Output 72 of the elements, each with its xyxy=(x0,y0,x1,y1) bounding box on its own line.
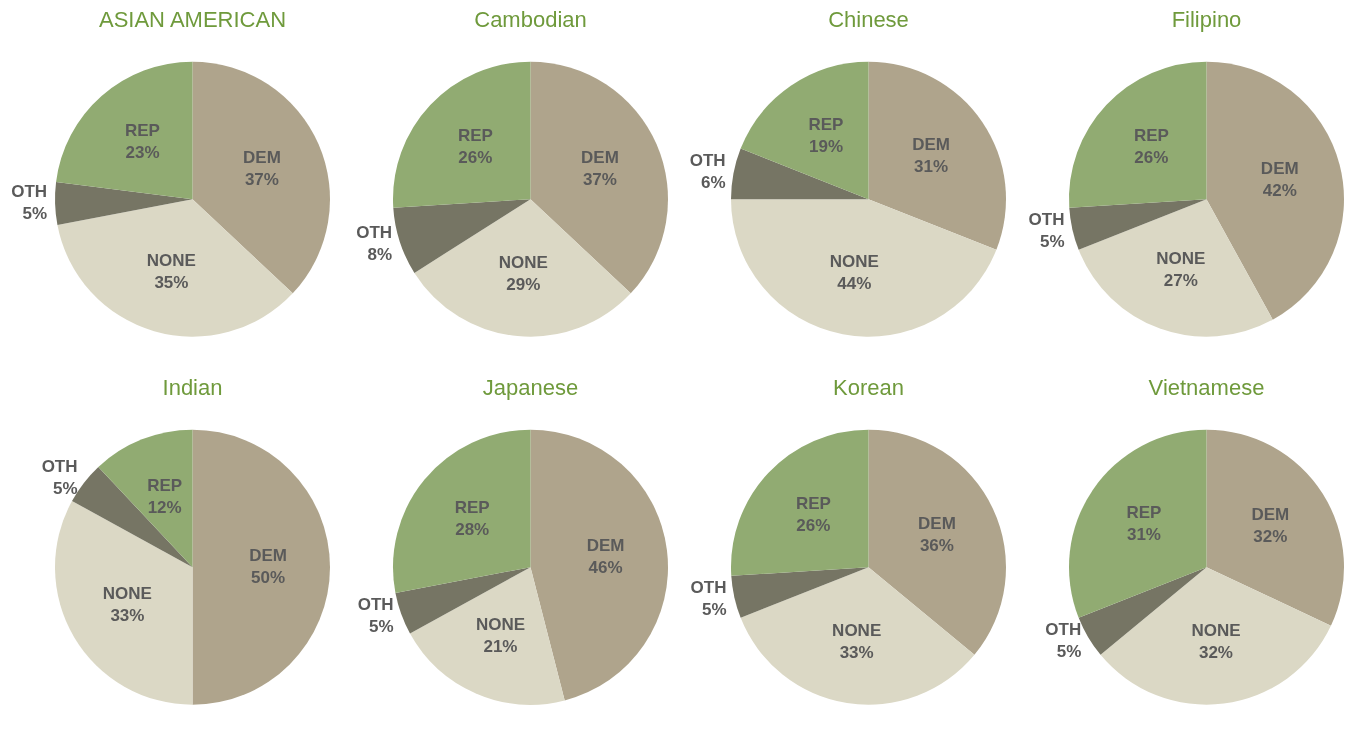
slice-label: OTH xyxy=(357,595,394,615)
data-label: 33% xyxy=(110,606,145,626)
data-label: 5% xyxy=(52,478,78,498)
slice-label: DEM xyxy=(912,135,950,155)
chart-title: ASIAN AMERICAN xyxy=(98,7,287,33)
data-label: 44% xyxy=(837,274,872,294)
data-label: 5% xyxy=(369,617,394,637)
data-label: 5% xyxy=(1039,231,1065,251)
data-label: 37% xyxy=(244,169,279,189)
slice-label: REP xyxy=(795,494,831,514)
slice-label: NONE xyxy=(832,620,882,640)
data-label: 50% xyxy=(251,567,286,587)
slice-label: DEM xyxy=(249,545,288,565)
data-label: 32% xyxy=(1253,527,1288,547)
data-label: 32% xyxy=(1198,642,1233,662)
slice-label: REP xyxy=(125,121,160,141)
slice-label: OTH xyxy=(356,222,393,242)
slice-label: NONE xyxy=(498,253,548,273)
slice-label: OTH xyxy=(11,182,48,202)
data-label: 46% xyxy=(588,558,623,578)
data-label: 8% xyxy=(367,244,393,264)
data-label: 33% xyxy=(839,642,874,662)
slice-label: DEM xyxy=(1260,159,1299,179)
slice-label: DEM xyxy=(243,147,281,167)
slice-label: NONE xyxy=(146,250,196,270)
slice-label: DEM xyxy=(586,536,625,556)
slice-label: REP xyxy=(1126,503,1162,523)
data-label: 23% xyxy=(125,143,160,163)
slice-label: OTH xyxy=(41,456,78,476)
data-label: 31% xyxy=(914,157,949,177)
slice-label: REP xyxy=(147,475,183,495)
slice-label: OTH xyxy=(1028,209,1065,229)
data-label: 27% xyxy=(1163,271,1198,291)
chart-title: Vietnamese xyxy=(1148,375,1265,401)
data-label: 26% xyxy=(458,148,493,168)
slice-label: NONE xyxy=(1156,249,1206,269)
data-label: 6% xyxy=(701,172,726,192)
slice-label: REP xyxy=(1133,126,1169,146)
data-label: 29% xyxy=(506,275,541,295)
chart-title: Cambodian xyxy=(474,7,587,33)
data-label: 5% xyxy=(701,599,727,619)
slice-label: OTH xyxy=(689,150,726,170)
slice-label: OTH xyxy=(690,577,727,597)
slice-label: DEM xyxy=(918,513,956,533)
slice-label: NONE xyxy=(102,584,152,604)
data-label: 5% xyxy=(1056,641,1082,661)
slice-label: OTH xyxy=(1045,619,1082,639)
slice-label: REP xyxy=(454,497,490,517)
data-label: 37% xyxy=(582,169,617,189)
slice-label: NONE xyxy=(1191,620,1241,640)
data-label: 42% xyxy=(1262,181,1297,201)
chart-title: Filipino xyxy=(1171,7,1242,33)
data-label: 28% xyxy=(455,519,490,539)
data-label: 35% xyxy=(154,272,189,292)
data-label: 5% xyxy=(22,204,48,224)
data-label: 26% xyxy=(1134,148,1169,168)
data-label: 26% xyxy=(796,516,831,536)
data-label: 36% xyxy=(919,535,954,555)
data-label: 19% xyxy=(808,137,844,157)
chart-title: Indian xyxy=(162,375,223,401)
slice-label: DEM xyxy=(581,147,619,167)
slice-label: REP xyxy=(457,126,493,146)
data-label: 12% xyxy=(147,497,182,517)
slice-label: NONE xyxy=(829,252,879,272)
chart-title: Chinese xyxy=(828,7,909,33)
chart-title: Korean xyxy=(833,375,904,401)
data-label: 31% xyxy=(1126,525,1161,545)
slice-label: NONE xyxy=(475,615,526,635)
data-label: 21% xyxy=(483,637,518,657)
slice-label: DEM xyxy=(1251,505,1290,525)
chart-title: Japanese xyxy=(482,375,579,401)
slice-label: REP xyxy=(808,115,844,135)
